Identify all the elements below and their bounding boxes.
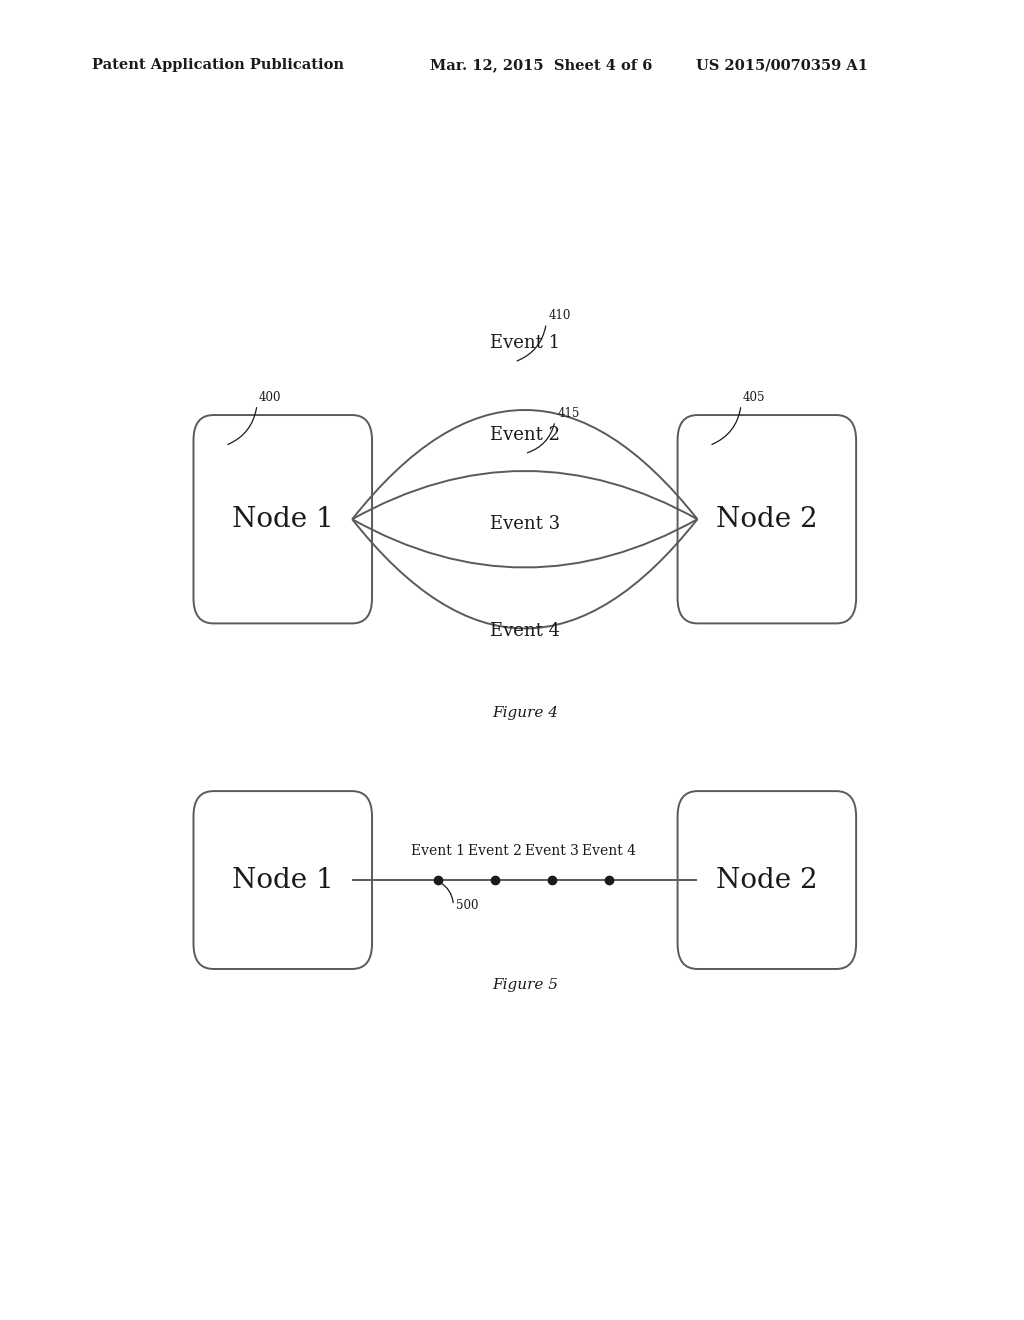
Text: Node 2: Node 2	[716, 866, 817, 894]
Text: Event 1: Event 1	[411, 843, 465, 858]
Text: Figure 5: Figure 5	[492, 978, 558, 991]
Text: Event 3: Event 3	[525, 843, 579, 858]
Text: Event 1: Event 1	[489, 334, 560, 352]
Text: Node 1: Node 1	[231, 506, 334, 533]
Text: Node 2: Node 2	[716, 506, 817, 533]
Text: 500: 500	[456, 899, 478, 912]
Text: Event 4: Event 4	[582, 843, 636, 858]
Text: Node 1: Node 1	[231, 866, 334, 894]
Text: 415: 415	[557, 407, 580, 420]
Text: US 2015/0070359 A1: US 2015/0070359 A1	[696, 58, 868, 73]
Text: 400: 400	[258, 391, 281, 404]
Text: Event 2: Event 2	[468, 843, 521, 858]
Text: Figure 4: Figure 4	[492, 706, 558, 721]
FancyBboxPatch shape	[194, 791, 372, 969]
Text: Event 2: Event 2	[489, 426, 560, 444]
Text: Event 4: Event 4	[489, 622, 560, 640]
FancyBboxPatch shape	[678, 414, 856, 623]
Text: 410: 410	[549, 309, 571, 322]
Text: Patent Application Publication: Patent Application Publication	[92, 58, 344, 73]
Text: Event 3: Event 3	[489, 515, 560, 533]
Text: Mar. 12, 2015  Sheet 4 of 6: Mar. 12, 2015 Sheet 4 of 6	[430, 58, 652, 73]
Text: 405: 405	[742, 391, 765, 404]
FancyBboxPatch shape	[678, 791, 856, 969]
FancyBboxPatch shape	[194, 414, 372, 623]
